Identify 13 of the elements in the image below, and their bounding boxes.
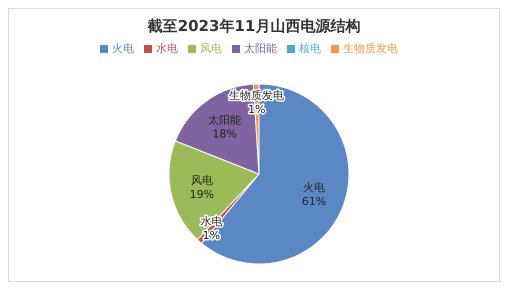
slice-label: 火电 xyxy=(303,180,326,194)
data-label: 19% xyxy=(190,188,214,201)
legend-label: 生物质发电 xyxy=(343,42,398,55)
legend-label: 风电 xyxy=(200,42,222,55)
chart-title: 截至2023年11月山西电源结构 xyxy=(146,17,362,36)
slice-label: 风电 xyxy=(190,174,213,187)
data-label: 61% xyxy=(302,194,326,208)
data-label: 18% xyxy=(212,128,237,141)
legend-label: 水电 xyxy=(156,42,178,55)
slice-label: 太阳能 xyxy=(208,114,242,127)
legend-label: 火电 xyxy=(112,42,134,55)
legend-label: 核电 xyxy=(299,42,321,55)
legend-label: 太阳能 xyxy=(244,42,277,55)
